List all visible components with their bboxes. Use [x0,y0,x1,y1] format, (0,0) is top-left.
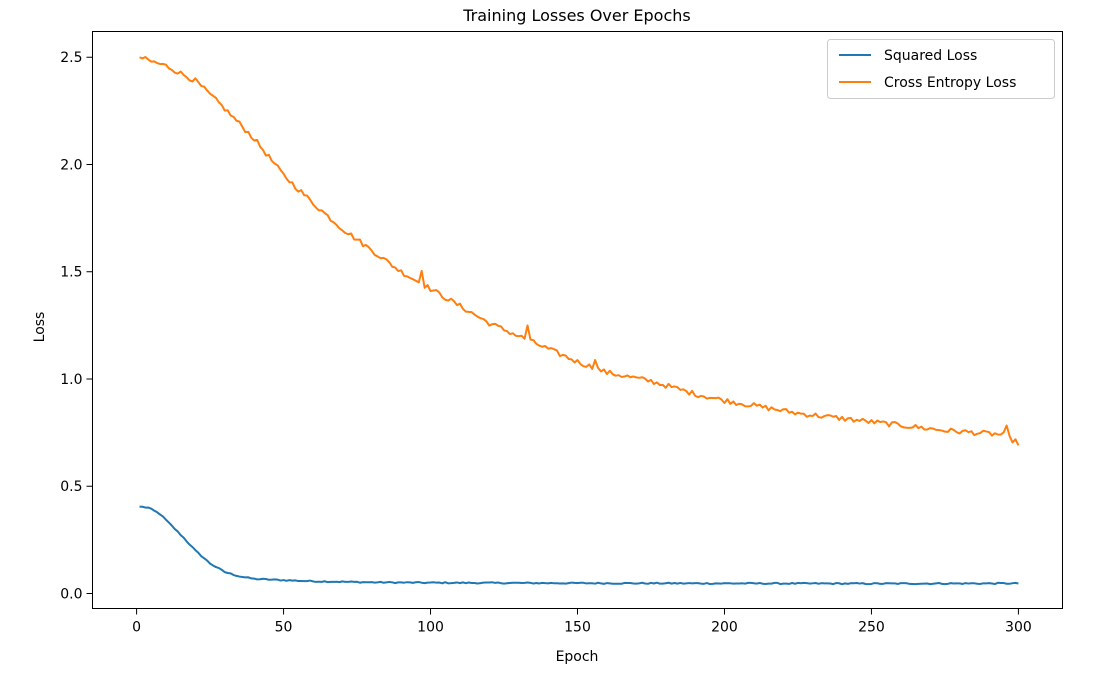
x-tick-label: 50 [275,620,293,636]
legend-box [827,39,1055,99]
x-tick-label: 150 [564,620,591,636]
axes-frame [92,31,1063,609]
series-layer [139,55,1020,586]
x-tick-label: 250 [858,620,885,636]
y-axis-label: Loss [32,312,48,343]
y-tick-label: 0.5 [60,479,82,495]
chart-title: Training Losses Over Epochs [462,6,690,25]
x-tick-label: 0 [132,620,141,636]
x-axis-ticks: 0 50 100 150 200 250 300 [132,608,1032,636]
x-tick-label: 300 [1005,620,1032,636]
y-tick-label: 0.0 [60,586,82,602]
y-tick-label: 1.0 [60,372,82,388]
y-axis-ticks: 0.0 0.5 1.0 1.5 2.0 2.5 [60,50,93,602]
legend-label-squared-loss: Squared Loss [884,48,977,64]
series-line-squared-loss [139,505,1019,586]
y-tick-label: 1.5 [60,265,82,281]
x-tick-label: 200 [711,620,738,636]
x-tick-label: 100 [417,620,444,636]
legend: Squared Loss Cross Entropy Loss [827,39,1055,99]
y-tick-label: 2.0 [60,157,82,173]
plot-area [92,31,1063,609]
legend-label-cross-entropy-loss: Cross Entropy Loss [884,75,1016,91]
series-line-cross-entropy-loss [139,55,1020,446]
x-axis-label: Epoch [556,649,599,665]
y-tick-label: 2.5 [60,50,82,66]
